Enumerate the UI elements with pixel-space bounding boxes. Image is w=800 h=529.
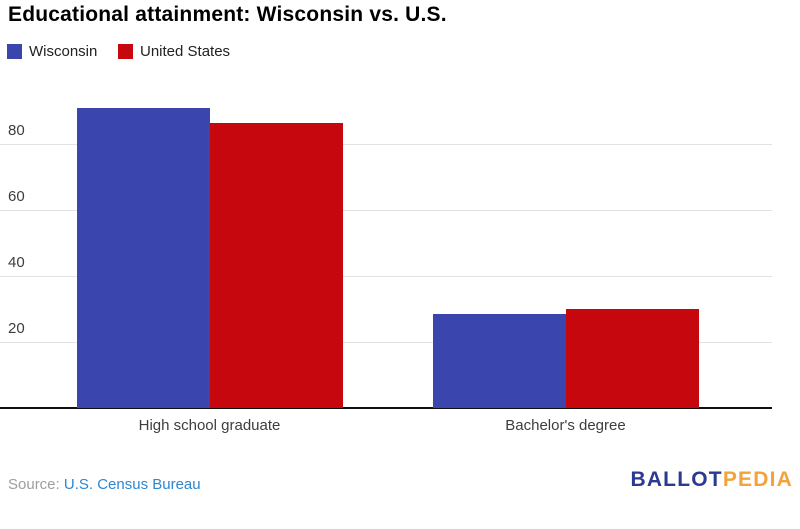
- y-tick-label-60: 60: [8, 188, 25, 205]
- y-tick-label-20: 20: [8, 320, 25, 337]
- gridline-60: [0, 210, 772, 211]
- page-title: Educational attainment: Wisconsin vs. U.…: [8, 3, 447, 26]
- legend-item-wisconsin: Wisconsin: [7, 42, 97, 60]
- logo-pedia-text: PEDIA: [722, 468, 793, 491]
- gridline-80: [0, 144, 772, 145]
- bar-united-states-bachelor-s-degree: [565, 309, 699, 408]
- legend-label-wisconsin: Wisconsin: [29, 42, 98, 60]
- gridline-20: [0, 342, 772, 343]
- y-tick-label-80: 80: [8, 122, 25, 139]
- united-states-color-swatch: [118, 43, 133, 59]
- category-label-1: Bachelor's degree: [505, 417, 626, 434]
- bar-united-states-high-school-graduate: [209, 122, 343, 408]
- bar-wisconsin-high-school-graduate: [76, 107, 210, 408]
- y-tick-label-40: 40: [8, 254, 25, 271]
- source-line: Source: U.S. Census Bureau: [8, 476, 201, 493]
- source-prefix-label: Source:: [8, 476, 60, 493]
- legend-label-united-states: United States: [140, 42, 231, 60]
- x-axis-line: [0, 407, 772, 409]
- source-link[interactable]: U.S. Census Bureau: [63, 476, 201, 493]
- legend-item-united-states: United States: [118, 42, 230, 60]
- gridline-40: [0, 276, 772, 277]
- bar-wisconsin-bachelor-s-degree: [432, 313, 566, 408]
- legend: Wisconsin United States: [0, 42, 800, 60]
- category-label-0: High school graduate: [138, 417, 281, 434]
- logo-ballot-text: BALLOT: [630, 468, 723, 491]
- ballotpedia-logo: BALLOTPEDIA: [630, 468, 793, 492]
- wisconsin-color-swatch: [7, 43, 22, 59]
